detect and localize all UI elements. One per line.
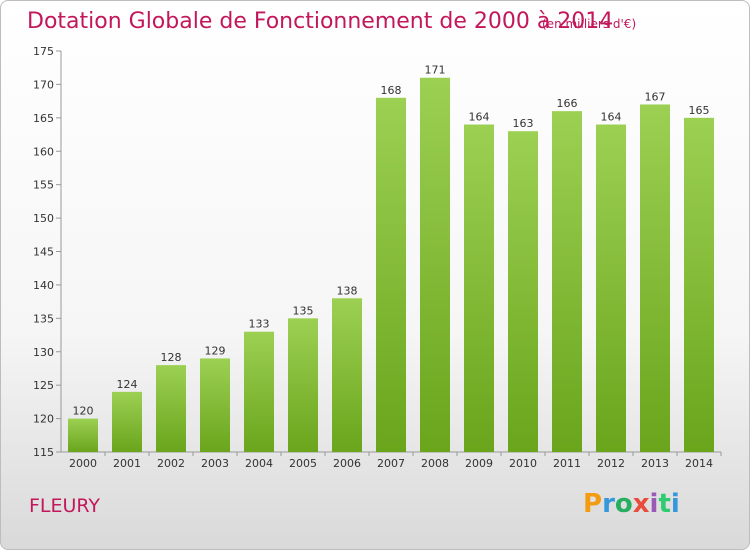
- bar: [508, 131, 538, 452]
- bar-value-label: 128: [161, 351, 182, 364]
- x-tick-label: 2006: [333, 457, 361, 470]
- x-tick-label: 2005: [289, 457, 317, 470]
- bar-value-label: 165: [689, 104, 710, 117]
- bar: [684, 117, 714, 452]
- x-tick-label: 2011: [553, 457, 581, 470]
- chart-subtitle: (en milliers d'€): [542, 17, 637, 31]
- bar: [244, 331, 274, 452]
- x-tick-label: 2014: [685, 457, 713, 470]
- bar-value-label: 120: [73, 405, 94, 418]
- logo-letter: P: [583, 489, 603, 519]
- y-tick-label: 140: [33, 279, 54, 292]
- bar: [112, 391, 142, 452]
- bar-value-label: 129: [205, 344, 226, 357]
- x-tick-label: 2004: [245, 457, 273, 470]
- logo-letter: x: [632, 489, 650, 519]
- bar-value-label: 167: [645, 90, 666, 103]
- y-tick-label: 160: [33, 145, 54, 158]
- x-tick-label: 2002: [157, 457, 185, 470]
- bar-value-label: 124: [117, 378, 138, 391]
- x-tick-label: 2012: [597, 457, 625, 470]
- logo-letter: i: [649, 489, 659, 519]
- y-tick-label: 165: [33, 112, 54, 125]
- bar-value-label: 168: [381, 84, 402, 97]
- logo-letter: r: [602, 489, 615, 519]
- chart-title: Dotation Globale de Fonctionnement de 20…: [27, 9, 614, 34]
- bar: [640, 104, 670, 452]
- bar-value-label: 133: [249, 318, 270, 331]
- bar: [420, 77, 450, 452]
- x-tick-label: 2008: [421, 457, 449, 470]
- x-tick-label: 2013: [641, 457, 669, 470]
- bar-value-label: 163: [513, 117, 534, 130]
- x-tick-label: 2001: [113, 457, 141, 470]
- bar: [200, 358, 230, 452]
- commune-name: FLEURY: [29, 495, 101, 517]
- bar: [596, 124, 626, 453]
- x-tick-label: 2003: [201, 457, 229, 470]
- y-tick-label: 135: [33, 312, 54, 325]
- y-tick-label: 150: [33, 212, 54, 225]
- y-tick-label: 155: [33, 179, 54, 192]
- bar: [288, 318, 318, 452]
- bar-value-label: 138: [337, 284, 358, 297]
- y-tick-label: 145: [33, 246, 54, 259]
- y-tick-label: 115: [33, 446, 54, 459]
- bar-value-label: 166: [557, 97, 578, 110]
- y-tick-label: 130: [33, 346, 54, 359]
- logo-letter: o: [614, 489, 633, 519]
- logo-letter: i: [670, 489, 680, 519]
- x-tick-label: 2010: [509, 457, 537, 470]
- proxiti-logo: Proxiti: [583, 489, 680, 519]
- bar: [332, 298, 362, 452]
- x-tick-label: 2009: [465, 457, 493, 470]
- bar-value-label: 135: [293, 304, 314, 317]
- bar: [376, 97, 406, 453]
- y-tick-label: 175: [33, 45, 54, 58]
- logo-letter: t: [658, 489, 671, 519]
- bar: [552, 111, 582, 453]
- bar: [464, 124, 494, 453]
- y-tick-label: 125: [33, 379, 54, 392]
- x-tick-label: 2000: [69, 457, 97, 470]
- bar-value-label: 171: [425, 64, 446, 77]
- bar: [156, 365, 186, 452]
- bar-value-label: 164: [469, 111, 490, 124]
- x-tick-label: 2007: [377, 457, 405, 470]
- bar: [68, 418, 98, 452]
- y-tick-label: 120: [33, 413, 54, 426]
- bar-value-label: 164: [601, 111, 622, 124]
- y-tick-label: 170: [33, 78, 54, 91]
